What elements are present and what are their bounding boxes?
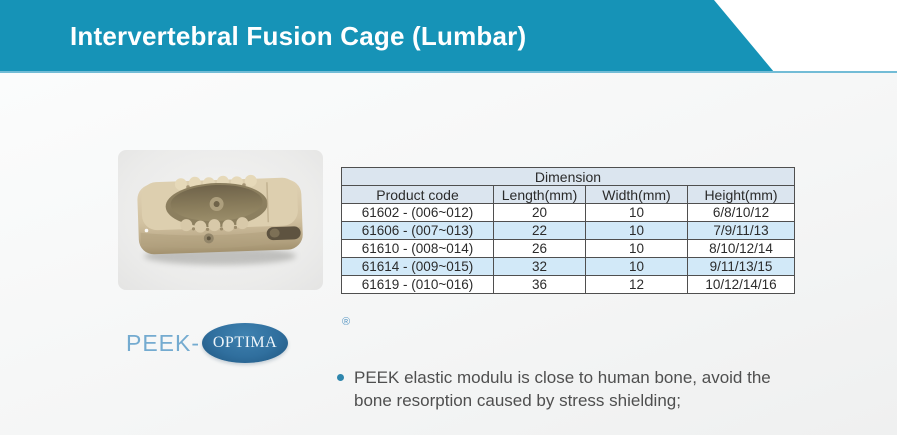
cell-height: 10/12/14/16: [687, 275, 795, 294]
title-banner: Intervertebral Fusion Cage (Lumbar): [0, 0, 774, 72]
table-row: 61619 - (010~016) 36 12 10/12/14/16: [341, 275, 795, 294]
table-title: Dimension: [341, 167, 795, 186]
fusion-cage-image: [137, 174, 303, 265]
peek-optima-logo: PEEK- OPTIMA ®: [126, 316, 350, 366]
table-row: 61610 - (008~014) 26 10 8/10/12/14: [341, 239, 795, 258]
cell-height: 6/8/10/12: [687, 203, 795, 222]
logo-ellipse: OPTIMA: [202, 323, 289, 363]
cell-product-code: 61602 - (006~012): [341, 203, 494, 222]
cell-length: 22: [493, 221, 586, 240]
cell-product-code: 61610 - (008~014): [341, 239, 494, 258]
dimension-table: Dimension Product code Length(mm) Width(…: [341, 167, 795, 294]
table-row: 61614 - (009~015) 32 10 9/11/13/15: [341, 257, 795, 276]
feature-notes: PEEK elastic modulu is close to human bo…: [337, 366, 805, 412]
cell-product-code: 61614 - (009~015): [341, 257, 494, 276]
table-header-row: Product code Length(mm) Width(mm) Height…: [341, 185, 795, 204]
cell-height: 8/10/12/14: [687, 239, 795, 258]
cell-length: 20: [493, 203, 586, 222]
table-row: 61606 - (007~013) 22 10 7/9/11/13: [341, 221, 795, 240]
cell-width: 10: [585, 239, 688, 258]
cell-product-code: 61619 - (010~016): [341, 275, 494, 294]
registered-trademark-symbol: ®: [342, 316, 351, 328]
cell-width: 10: [585, 257, 688, 276]
note-text: PEEK elastic modulu is close to human bo…: [354, 368, 771, 410]
cell-length: 36: [493, 275, 586, 294]
table-row: 61602 - (006~012) 20 10 6/8/10/12: [341, 203, 795, 222]
cell-length: 32: [493, 257, 586, 276]
column-header-length: Length(mm): [493, 185, 586, 204]
column-header-width: Width(mm): [585, 185, 688, 204]
list-item: PEEK elastic modulu is close to human bo…: [337, 366, 805, 412]
product-photo: [118, 150, 323, 290]
cell-product-code: 61606 - (007~013): [341, 221, 494, 240]
bullet-dot-icon: [337, 374, 344, 381]
column-header-product-code: Product code: [341, 185, 494, 204]
cell-height: 7/9/11/13: [687, 221, 795, 240]
logo-name-text: OPTIMA: [212, 334, 278, 351]
page-title: Intervertebral Fusion Cage (Lumbar): [70, 20, 527, 51]
table-title-row: Dimension: [341, 167, 795, 186]
cell-width: 10: [585, 221, 688, 240]
cell-width: 12: [585, 275, 688, 294]
column-header-height: Height(mm): [687, 185, 795, 204]
logo-prefix-text: PEEK-: [126, 329, 201, 356]
cell-width: 10: [585, 203, 688, 222]
cell-height: 9/11/13/15: [687, 257, 795, 276]
banner-underline: [0, 71, 897, 73]
cell-length: 26: [493, 239, 586, 258]
